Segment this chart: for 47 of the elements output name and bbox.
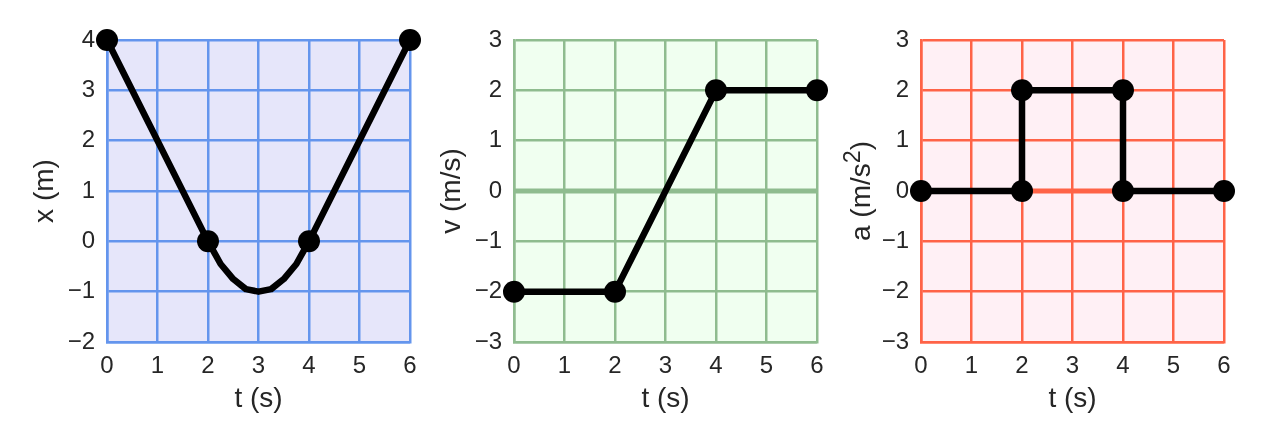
y-tick-label: 3 bbox=[895, 24, 909, 52]
x-tick-label: 0 bbox=[100, 351, 114, 379]
y-tick-label: 2 bbox=[895, 74, 909, 102]
y-tick-label: −1 bbox=[67, 276, 95, 304]
x-tick-label: 5 bbox=[759, 351, 774, 379]
x-tick-label: 3 bbox=[1065, 351, 1080, 379]
x-axis-title: t (s) bbox=[641, 381, 690, 413]
y-tick-label: 2 bbox=[81, 125, 95, 153]
x-axis-title: t (s) bbox=[234, 381, 283, 413]
y-tick-label: −1 bbox=[881, 225, 909, 253]
x-tick-label: 2 bbox=[608, 351, 622, 379]
y-axis-title: x (m) bbox=[28, 159, 59, 223]
x-tick-label: 2 bbox=[201, 351, 215, 379]
y-tick-label: −2 bbox=[881, 276, 909, 304]
y-tick-label: 4 bbox=[81, 24, 95, 52]
y-tick-label: −3 bbox=[881, 326, 909, 354]
x-tick-label: 0 bbox=[914, 351, 928, 379]
y-axis-title: v (m/s) bbox=[435, 148, 466, 234]
y-tick-label: −1 bbox=[474, 225, 502, 253]
y-tick-label: 1 bbox=[895, 125, 909, 153]
x-tick-label: 2 bbox=[1015, 351, 1029, 379]
x-tick-label: 5 bbox=[352, 351, 367, 379]
x-tick-label: 5 bbox=[1166, 351, 1181, 379]
x-axis-title: t (s) bbox=[1048, 381, 1097, 413]
y-tick-label: 2 bbox=[488, 74, 502, 102]
x-tick-label: 1 bbox=[150, 351, 165, 379]
y-tick-label: 1 bbox=[488, 125, 502, 153]
x-tick-label: 3 bbox=[251, 351, 266, 379]
y-tick-label: −2 bbox=[67, 326, 95, 354]
x-tick-label: 4 bbox=[302, 351, 316, 379]
y-tick-label: 0 bbox=[81, 225, 95, 253]
x-tick-label: 0 bbox=[507, 351, 521, 379]
y-tick-label: −3 bbox=[474, 326, 502, 354]
x-tick-label: 6 bbox=[1217, 351, 1231, 379]
y-tick-label: 3 bbox=[488, 24, 502, 52]
y-tick-label: −2 bbox=[474, 276, 502, 304]
y-tick-label: 1 bbox=[81, 175, 95, 203]
x-tick-label: 6 bbox=[403, 351, 417, 379]
x-tick-label: 1 bbox=[964, 351, 979, 379]
x-tick-label: 6 bbox=[810, 351, 824, 379]
y-tick-label: 0 bbox=[488, 175, 502, 203]
x-tick-label: 4 bbox=[1116, 351, 1130, 379]
x-tick-label: 4 bbox=[709, 351, 723, 379]
y-tick-label: 3 bbox=[81, 74, 95, 102]
x-tick-label: 3 bbox=[658, 351, 673, 379]
x-tick-label: 1 bbox=[557, 351, 572, 379]
y-tick-label: 0 bbox=[895, 175, 909, 203]
